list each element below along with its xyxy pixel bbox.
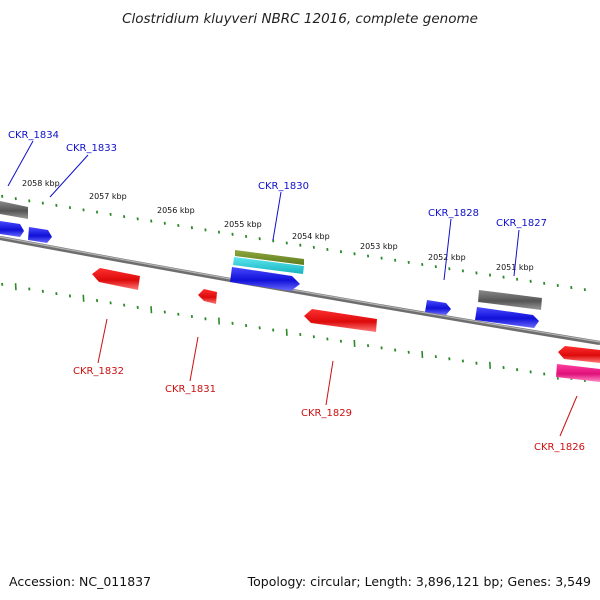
gene-label-ckr-1828[interactable]: CKR_1828: [428, 208, 479, 219]
gene-ckr-1834[interactable]: [0, 201, 28, 219]
kbp-label-2057: 2057 kbp: [89, 192, 127, 201]
gene-label-ckr-1829[interactable]: CKR_1829: [301, 408, 352, 419]
gene-label-ckr-1827[interactable]: CKR_1827: [496, 218, 547, 229]
gene-ckr-1828[interactable]: [425, 300, 451, 315]
kbp-label-2055: 2055 kbp: [224, 220, 262, 229]
gene-label-ckr-1834[interactable]: CKR_1834: [8, 130, 59, 141]
page-title: Clostridium kluyveri NBRC 12016, complet…: [122, 11, 478, 27]
forward-gene-labels: CKR_1834 CKR_1833 CKR_1830 CKR_1828 CKR_…: [8, 130, 547, 229]
gene-ckr-1826-red[interactable]: [558, 346, 600, 363]
reverse-gene-labels: CKR_1832 CKR_1831 CKR_1829 CKR_1826: [73, 366, 585, 453]
accession-text: Accession: NC_011837: [9, 574, 151, 589]
gene-ckr-1830-olive[interactable]: [235, 250, 304, 265]
gene-ckr-1833[interactable]: [28, 227, 52, 243]
gene-label-ckr-1833[interactable]: CKR_1833: [66, 143, 117, 154]
gene-ckr-1827[interactable]: [475, 307, 539, 328]
genome-summary-text: Topology: circular; Length: 3,896,121 bp…: [247, 574, 591, 589]
genome-backbone: [0, 235, 600, 346]
kbp-label-2056: 2056 kbp: [157, 206, 195, 215]
gene-ckr-1831[interactable]: [198, 289, 217, 304]
scale-ticks-lower: [1, 282, 586, 382]
gene-ckr-1830[interactable]: [230, 267, 300, 291]
gene-ckr-1832[interactable]: [92, 268, 140, 290]
scale-ticks-upper: [1, 194, 586, 292]
gene-label-ckr-1832[interactable]: CKR_1832: [73, 366, 124, 377]
gene-label-ckr-1826[interactable]: CKR_1826: [534, 442, 585, 453]
gene-ckr-1826[interactable]: [556, 364, 600, 382]
gene-ckr-1830-cyan[interactable]: [233, 257, 304, 274]
forward-strand-genes: [0, 201, 542, 328]
label-leader-lines: [7, 140, 578, 437]
gene-label-ckr-1831[interactable]: CKR_1831: [165, 384, 216, 395]
kbp-label-2054: 2054 kbp: [292, 232, 330, 241]
kbp-label-2058: 2058 kbp: [22, 179, 60, 188]
gene-ckr-1827-gray[interactable]: [478, 290, 542, 310]
reverse-strand-genes: [92, 268, 600, 382]
gene-label-ckr-1830[interactable]: CKR_1830: [258, 181, 309, 192]
kbp-label-2053: 2053 kbp: [360, 242, 398, 251]
gene-ckr-1829[interactable]: [304, 309, 377, 332]
gene-blue-left-edge[interactable]: [0, 221, 24, 237]
